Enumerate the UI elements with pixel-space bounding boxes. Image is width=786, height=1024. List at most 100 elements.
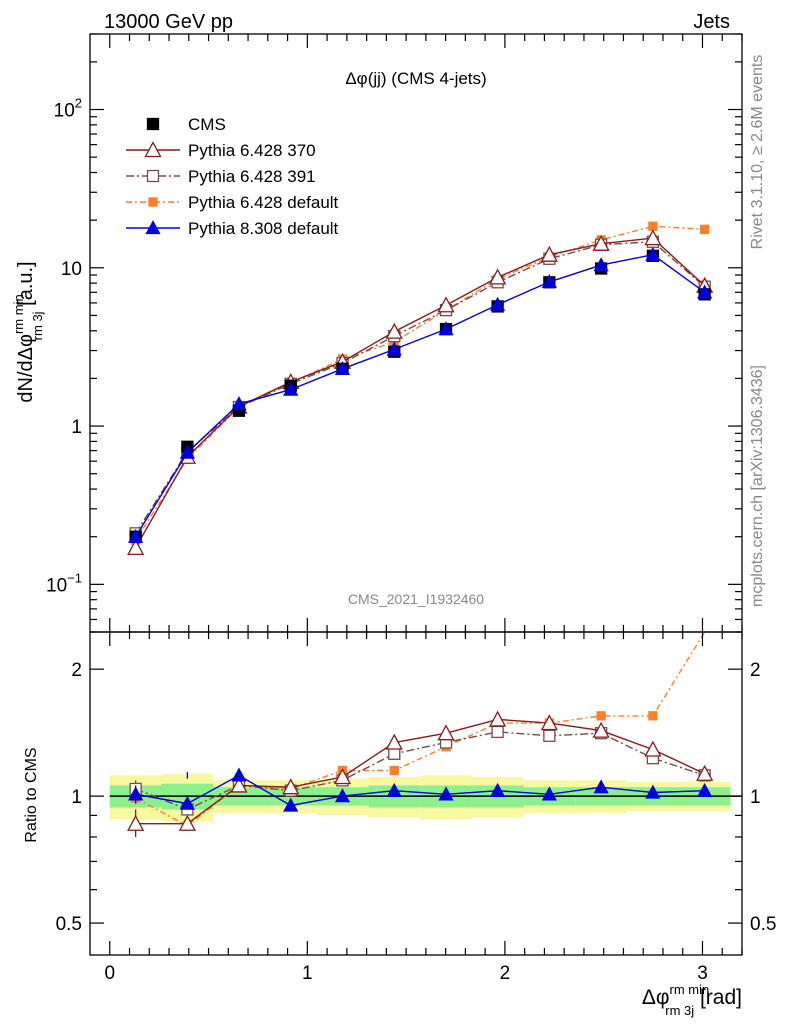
main-ytick-label: 10−1 bbox=[46, 570, 82, 596]
analysis-label: CMS_2021_I1932460 bbox=[348, 591, 484, 607]
ratio-ytick-label-left: 2 bbox=[71, 660, 82, 681]
ratio-point-pythia-6-428-370 bbox=[540, 714, 558, 731]
ratio-xtick-label: 1 bbox=[302, 963, 313, 984]
data-point-pythia-6-428-370 bbox=[592, 234, 610, 251]
main-ytick-label: 102 bbox=[54, 96, 82, 122]
series-line-pythia-6-428-default bbox=[135, 225, 705, 541]
ratio-point-pythia-8-308-default bbox=[593, 779, 609, 794]
data-point-pythia-6-428-370 bbox=[644, 229, 662, 246]
legend-marker bbox=[144, 141, 162, 158]
legend-item-pythia-6-428-391: Pythia 6.428 391 bbox=[126, 167, 316, 186]
ratio-point-pythia-8-308-default bbox=[128, 786, 144, 801]
ratio-point-pythia-6-428-370 bbox=[127, 814, 145, 831]
ratio-ytick-label-left: 1 bbox=[71, 787, 82, 808]
ratio-ylabel: Ratio to CMS bbox=[23, 747, 40, 842]
ratio-point-pythia-8-308-default bbox=[541, 786, 557, 801]
series-line-pythia-8-308-default bbox=[135, 253, 706, 538]
legend-label: Pythia 6.428 370 bbox=[188, 141, 316, 160]
ratio-xtick-label: 0 bbox=[104, 963, 115, 984]
series-pythia-6-428-391 bbox=[129, 235, 711, 540]
data-point-pythia-8-308-default bbox=[128, 528, 144, 543]
legend-marker bbox=[146, 117, 160, 131]
main-ylabel: dN/dΔφrm min rm 3j [a.u.] bbox=[11, 261, 45, 402]
ratio-line-pythia-6-428-370 bbox=[135, 718, 705, 825]
ratio-point-pythia-6-428-370 bbox=[696, 764, 714, 781]
main-title: Δφ(jj) (CMS 4-jets) bbox=[345, 69, 486, 88]
legend-label: Pythia 6.428 391 bbox=[188, 167, 316, 186]
legend-marker bbox=[146, 169, 160, 183]
legend-label: Pythia 8.308 default bbox=[188, 219, 339, 238]
data-point-pythia-8-308-default bbox=[283, 381, 299, 396]
legend-item-cms: CMS bbox=[146, 115, 226, 134]
ratio-point-pythia-8-308-default bbox=[697, 782, 713, 797]
data-point-pythia-6-428-default bbox=[648, 221, 658, 231]
ratio-point-pythia-8-308-default bbox=[179, 795, 195, 810]
ratio-series-pythia-6-428-370 bbox=[127, 710, 714, 837]
data-point-pythia-6-428-370 bbox=[540, 245, 558, 262]
series-line-pythia-6-428-391 bbox=[135, 241, 706, 534]
main-ytick-label: 1 bbox=[71, 417, 82, 438]
data-point-pythia-8-308-default bbox=[697, 284, 713, 299]
legend-item-pythia-8-308-default: Pythia 8.308 default bbox=[126, 219, 339, 238]
main-axes: 10−1 1 10 102 bbox=[46, 33, 743, 633]
ratio-ytick-label-left: 0.5 bbox=[56, 914, 82, 935]
data-point-pythia-8-308-default bbox=[386, 341, 402, 356]
ratio-data-layer bbox=[127, 632, 714, 837]
ratio-panel: 0.5 0.5 1 1 2 2 0 1 2 3 bbox=[56, 631, 776, 984]
legend-item-pythia-6-428-default: Pythia 6.428 default bbox=[126, 193, 339, 212]
data-point-pythia-8-308-default bbox=[541, 273, 557, 289]
ratio-point-pythia-6-428-370 bbox=[385, 733, 403, 750]
ratio-xtick-label: 3 bbox=[697, 963, 708, 984]
ratio-point-pythia-8-308-default bbox=[645, 784, 661, 799]
ratio-point-pythia-6-428-391 bbox=[491, 725, 504, 739]
mcplots-text: mcplots.cern.ch [arXiv:1306.3436] bbox=[749, 365, 766, 607]
series-cms bbox=[129, 249, 711, 543]
data-point-pythia-8-308-default bbox=[334, 360, 351, 375]
ratio-frame bbox=[89, 631, 743, 956]
data-point-pythia-8-308-default bbox=[231, 396, 247, 411]
ratio-point-pythia-6-428-default bbox=[596, 711, 606, 721]
legend-item-pythia-6-428-370: Pythia 6.428 370 bbox=[126, 141, 316, 160]
header-right: Jets bbox=[693, 11, 730, 33]
ratio-ytick-label-right: 0.5 bbox=[750, 914, 776, 935]
ratio-point-pythia-8-308-default bbox=[386, 782, 402, 797]
ratio-point-pythia-8-308-default bbox=[438, 786, 454, 801]
main-ytick-label: 10 bbox=[61, 259, 82, 280]
series-pythia-8-308-default bbox=[128, 246, 713, 543]
ratio-point-pythia-6-428-default bbox=[389, 765, 399, 776]
ratio-point-pythia-8-308-default bbox=[334, 788, 351, 803]
data-point-pythia-8-308-default bbox=[179, 444, 195, 459]
data-point-pythia-6-428-370 bbox=[437, 296, 455, 313]
ratio-point-pythia-6-428-370 bbox=[282, 778, 300, 795]
ratio-point-pythia-6-428-370 bbox=[178, 814, 196, 831]
series-pythia-6-428-370 bbox=[127, 229, 714, 556]
data-point-pythia-8-308-default bbox=[593, 257, 609, 272]
ratio-point-pythia-8-308-default bbox=[231, 767, 247, 782]
main-data-layer bbox=[127, 221, 714, 556]
data-point-pythia-8-308-default bbox=[490, 296, 506, 311]
ratio-point-pythia-6-428-370 bbox=[644, 740, 662, 757]
ratio-line-pythia-8-308-default bbox=[135, 774, 705, 807]
data-point-pythia-6-428-370 bbox=[385, 322, 403, 339]
rivet-version-text: Rivet 3.1.10, ≥ 2.6M events bbox=[749, 55, 766, 250]
ratio-point-pythia-8-308-default bbox=[283, 797, 299, 812]
ratio-point-pythia-6-428-370 bbox=[489, 710, 507, 727]
header-left: 13000 GeV pp bbox=[104, 11, 233, 33]
ratio-ytick-label-right: 1 bbox=[750, 787, 761, 808]
ratio-point-pythia-6-428-370 bbox=[592, 721, 610, 738]
ratio-ytick-label-right: 2 bbox=[750, 660, 761, 681]
ratio-axes: 0.5 0.5 1 1 2 2 0 1 2 3 bbox=[56, 631, 776, 984]
data-point-pythia-6-428-370 bbox=[127, 539, 145, 556]
series-line-pythia-6-428-370 bbox=[134, 237, 706, 549]
x-axis-label: Δφrm min rm 3j [rad] bbox=[642, 982, 742, 1018]
ratio-point-pythia-8-308-default bbox=[490, 782, 506, 797]
ratio-point-pythia-6-428-default bbox=[648, 711, 658, 721]
ratio-point-pythia-6-428-370 bbox=[230, 776, 248, 793]
ratio-line-pythia-6-428-391 bbox=[135, 731, 705, 811]
legend-marker bbox=[145, 220, 161, 235]
ratio-series-pythia-8-308-default bbox=[128, 767, 713, 812]
ratio-point-pythia-6-428-391 bbox=[543, 729, 556, 742]
